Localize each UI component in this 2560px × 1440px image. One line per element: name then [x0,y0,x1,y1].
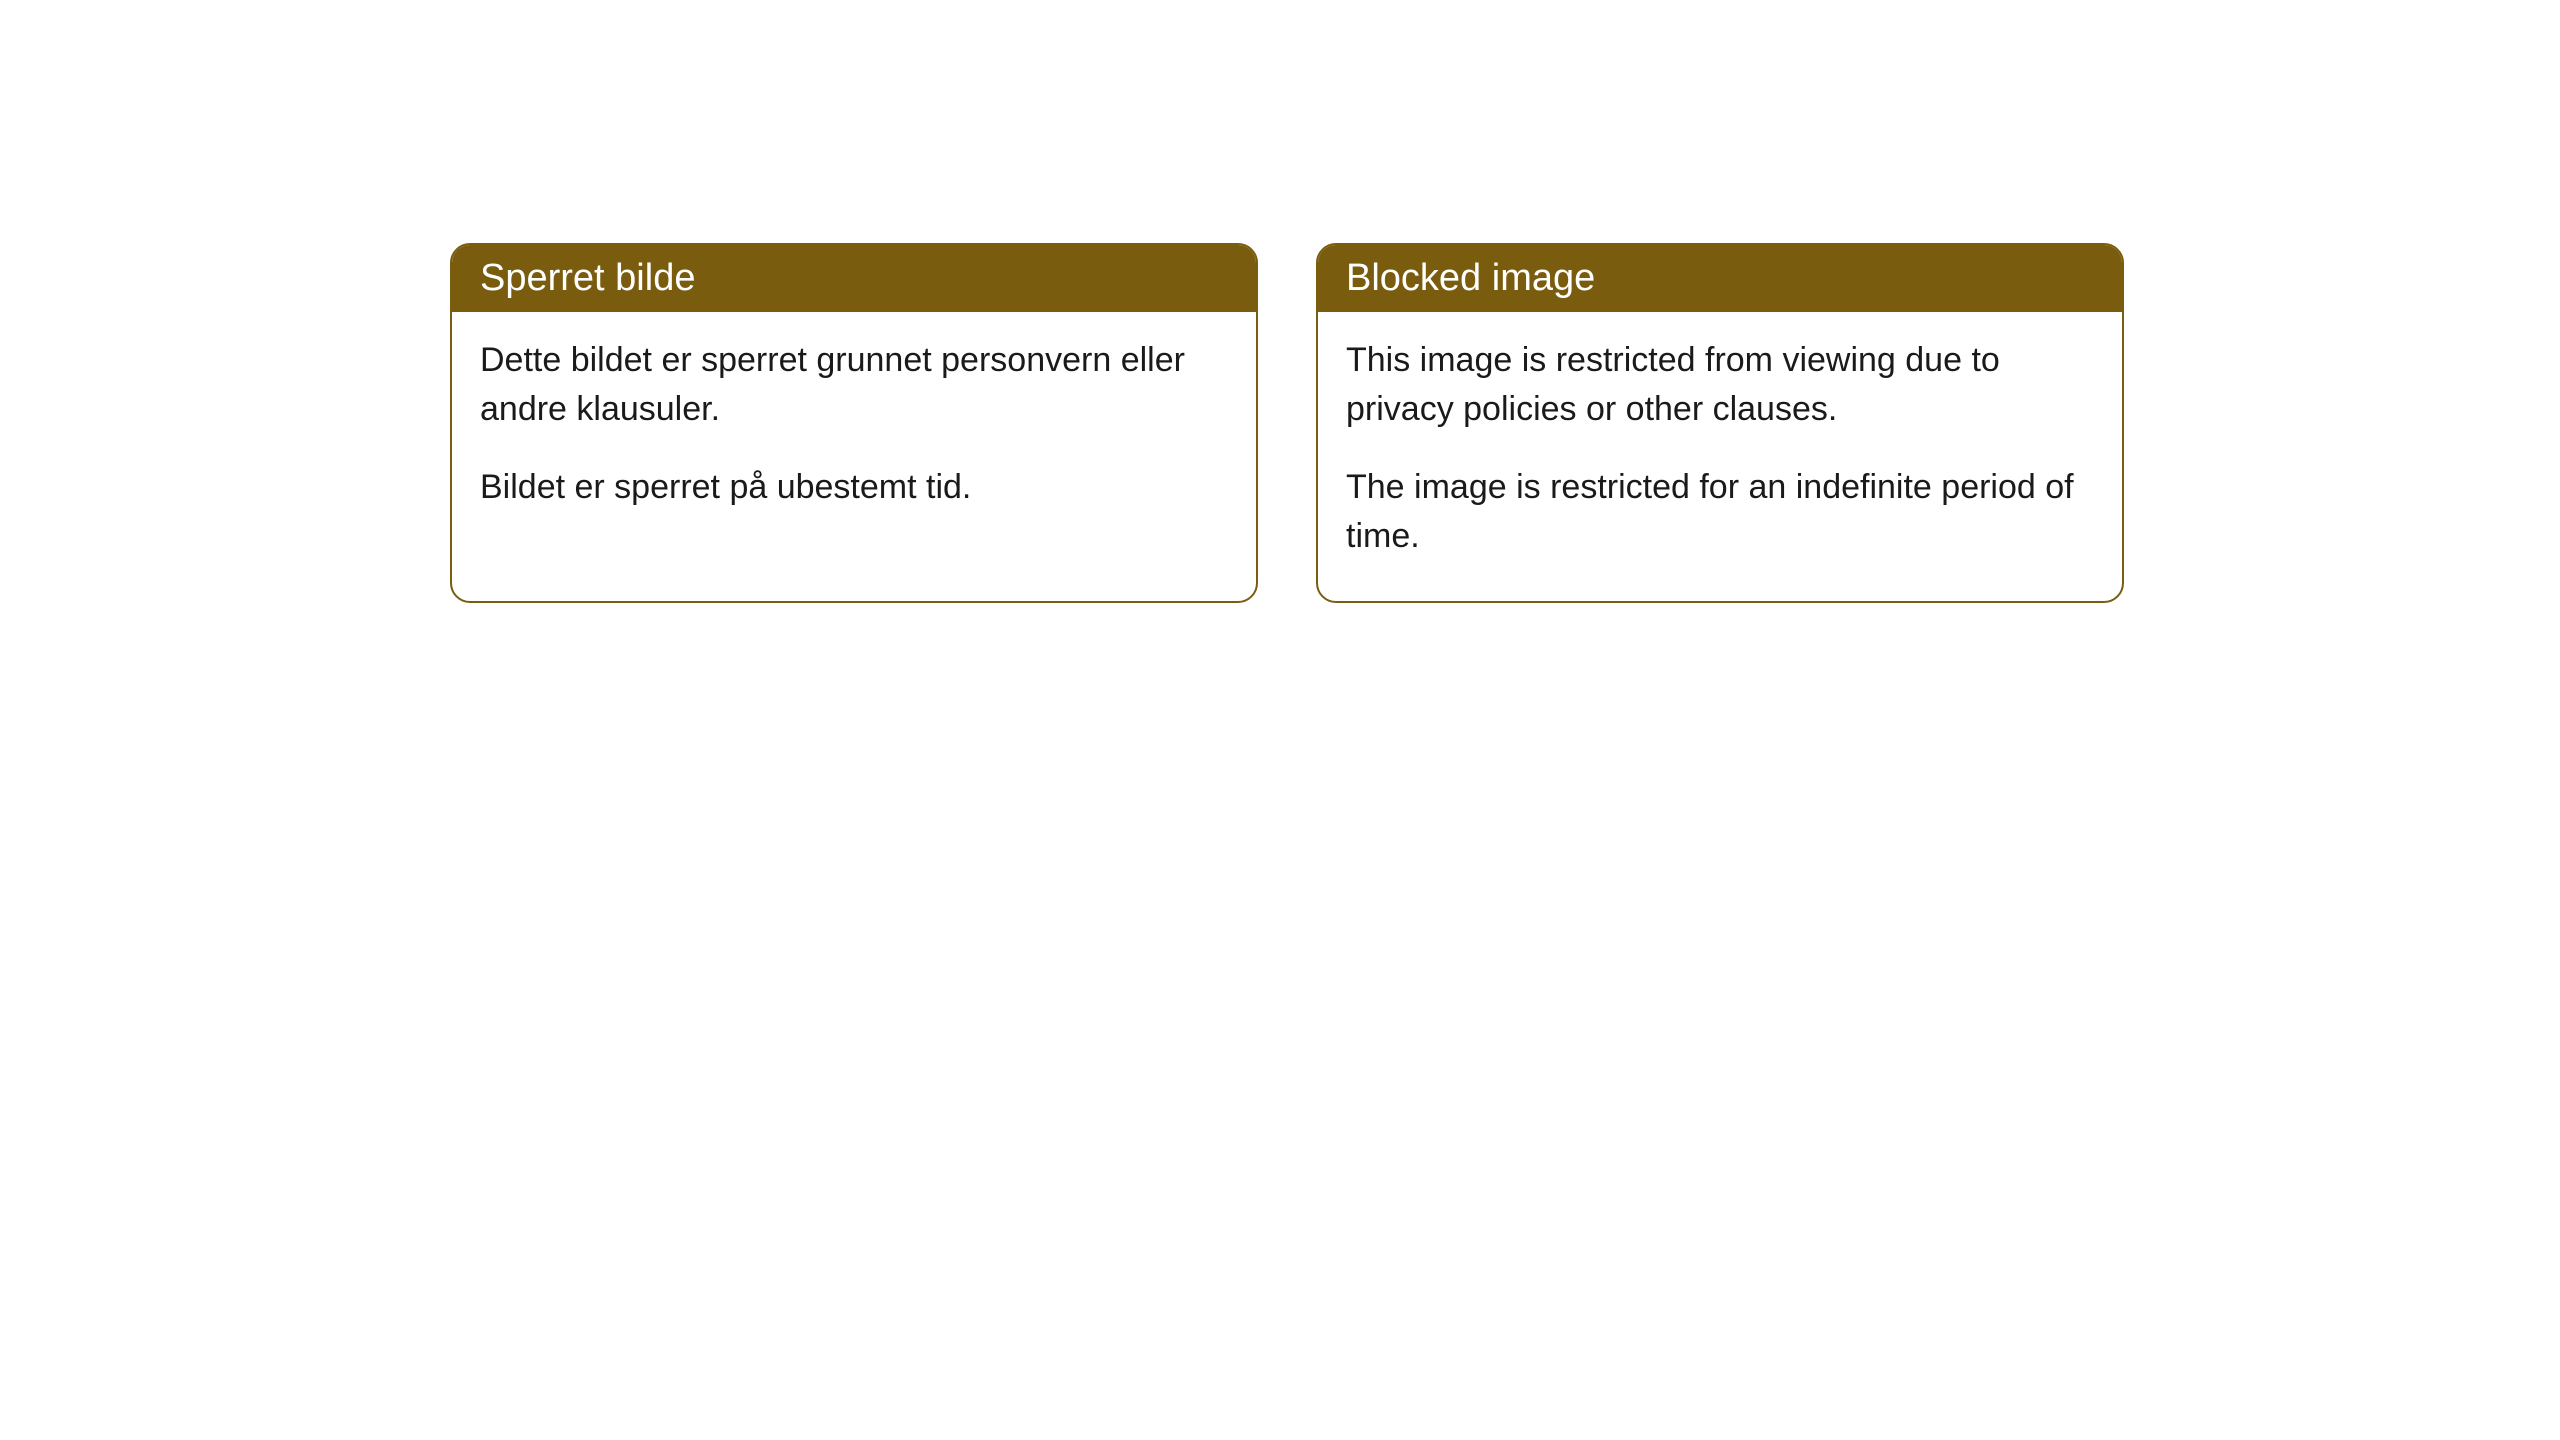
card-paragraph-norwegian-2: Bildet er sperret på ubestemt tid. [480,463,1228,512]
card-paragraph-norwegian-1: Dette bildet er sperret grunnet personve… [480,336,1228,435]
notice-cards-container: Sperret bilde Dette bildet er sperret gr… [450,243,2560,603]
card-header-english: Blocked image [1318,245,2122,312]
card-title-english: Blocked image [1346,257,1595,299]
card-body-english: This image is restricted from viewing du… [1318,312,2122,601]
card-body-norwegian: Dette bildet er sperret grunnet personve… [452,312,1256,552]
blocked-image-card-norwegian: Sperret bilde Dette bildet er sperret gr… [450,243,1258,603]
card-paragraph-english-1: This image is restricted from viewing du… [1346,336,2094,435]
card-paragraph-english-2: The image is restricted for an indefinit… [1346,463,2094,562]
card-header-norwegian: Sperret bilde [452,245,1256,312]
blocked-image-card-english: Blocked image This image is restricted f… [1316,243,2124,603]
card-title-norwegian: Sperret bilde [480,257,695,299]
